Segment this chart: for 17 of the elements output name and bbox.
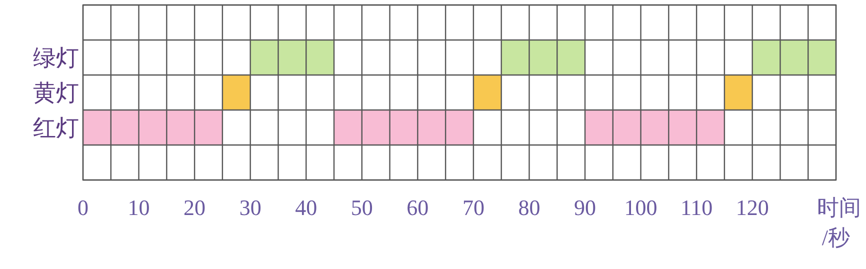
y-tick-label: 黄灯 bbox=[33, 80, 79, 106]
x-tick-label: 20 bbox=[184, 195, 206, 220]
x-tick-label: 10 bbox=[128, 195, 150, 220]
x-tick-label: 120 bbox=[736, 195, 769, 220]
x-tick-label: 30 bbox=[239, 195, 262, 220]
x-tick-label: 70 bbox=[462, 195, 484, 220]
x-tick-label: 110 bbox=[680, 195, 713, 220]
x-tick-label: 50 bbox=[350, 195, 373, 220]
x-tick-label: 0 bbox=[78, 195, 88, 220]
x-tick-label: 80 bbox=[518, 195, 540, 220]
x-tick-label: 60 bbox=[406, 195, 429, 220]
y-tick-label: 红灯 bbox=[33, 116, 79, 140]
x-tick-label: 90 bbox=[574, 195, 596, 220]
x-tick-label: 40 bbox=[295, 195, 318, 220]
x-tick-label: 100 bbox=[624, 195, 658, 220]
x-axis-title: 时间/秒 bbox=[817, 195, 861, 250]
y-tick-label: 绿灯 bbox=[33, 46, 79, 70]
